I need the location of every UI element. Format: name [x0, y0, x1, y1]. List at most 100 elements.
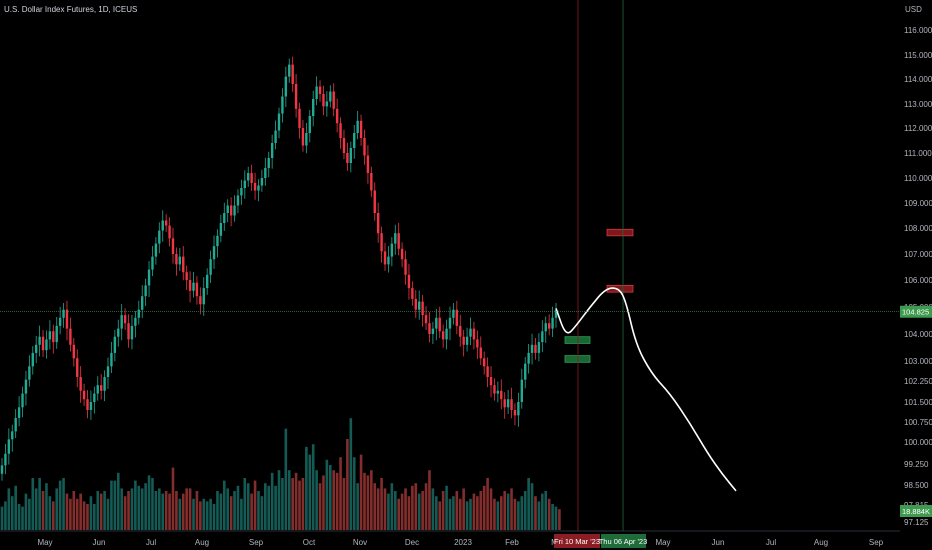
candle-body [264, 168, 267, 178]
price-tick-label: 114.000 [904, 75, 932, 84]
candle-body [335, 108, 339, 124]
candle-body [233, 205, 236, 216]
candle-body [547, 323, 551, 329]
candle-body [513, 410, 517, 416]
candle-body [318, 86, 322, 94]
date-marker-lines [577, 0, 624, 531]
candle-body [298, 108, 301, 128]
volume-bar [216, 491, 219, 530]
candle-body [192, 282, 195, 291]
volume-bar [387, 493, 390, 530]
time-tick-label: May [655, 538, 670, 547]
candle-body [390, 243, 394, 257]
volume-bar [45, 483, 48, 530]
price-tick-label: 101.500 [904, 398, 932, 407]
volume-bar [544, 491, 548, 530]
price-tick-label: 104.000 [904, 330, 932, 339]
volume-bar [482, 485, 486, 530]
candle-body [106, 366, 110, 377]
volume-bar [503, 491, 507, 530]
volume-bar [164, 491, 168, 530]
candle-body [154, 243, 158, 257]
candle-body [530, 344, 534, 353]
volume-bar [476, 496, 479, 530]
candle-body [428, 323, 431, 334]
volume-bar [270, 472, 274, 530]
volume-bar [513, 498, 517, 530]
candle-body [229, 205, 233, 216]
volume-bar [441, 491, 445, 530]
candle-body [308, 116, 311, 133]
candle-body [117, 328, 120, 337]
volume-bar [147, 475, 151, 530]
volume-bar [178, 498, 182, 530]
volume-bar [428, 470, 431, 530]
time-axis[interactable]: MayJunJulAugSepOctNovDec2023FebMarMayJun… [0, 530, 900, 548]
candle-body [45, 339, 48, 351]
volume-bar [4, 501, 7, 530]
candle-body [294, 84, 298, 109]
volume-bar [151, 478, 154, 530]
volume-bar [127, 491, 130, 530]
candle-body [55, 325, 58, 343]
volume-bar [14, 485, 17, 530]
candle-body [7, 439, 11, 454]
volume-bar [48, 496, 52, 530]
candle-body [89, 402, 93, 410]
volume-bar [376, 488, 380, 530]
candle-body [58, 317, 62, 326]
volume-bar [281, 478, 284, 530]
price-zones [564, 228, 634, 363]
candle-body [223, 213, 226, 223]
zone-resistance[interactable] [606, 228, 634, 237]
volume-bar [390, 483, 394, 530]
volume-bar [325, 459, 329, 530]
volume-bar [205, 501, 209, 530]
projection-path [555, 287, 737, 492]
candle-body [141, 296, 144, 310]
candle-body [31, 352, 34, 367]
time-tick-label: Dec [405, 538, 419, 547]
candle-body [520, 379, 524, 402]
candle-body [0, 465, 4, 474]
price-tick-label: 100.000 [904, 438, 932, 447]
price-tick-label: 112.000 [904, 124, 932, 133]
volume-bar [82, 501, 86, 530]
volume-bar [24, 493, 28, 530]
candle-body [144, 285, 147, 297]
volume-bar [291, 478, 294, 530]
price-axis[interactable]: USD 116.000 115.000 114.000 113.000 112.000 11… [900, 0, 932, 550]
candle-body [4, 453, 7, 466]
candle-body [421, 301, 424, 316]
volume-bar [202, 498, 206, 530]
candle-body [93, 393, 96, 402]
candle-body [500, 390, 503, 400]
volume-bar [393, 491, 397, 530]
volume-bar [431, 488, 435, 530]
candle-body [397, 233, 400, 249]
candle-body [489, 377, 493, 386]
volume-bar [486, 478, 489, 530]
candle-body [52, 331, 55, 343]
candle-body [247, 173, 250, 181]
candle-body [551, 317, 554, 329]
volume-bar [260, 496, 264, 530]
time-tick-label: Jul [146, 538, 156, 547]
zone-support[interactable] [564, 355, 591, 363]
candle-body [339, 123, 342, 138]
volume-bar [438, 501, 442, 530]
zone-support[interactable] [564, 336, 591, 344]
volume-bar [62, 478, 65, 530]
volume-bar [301, 478, 305, 530]
candle-body [387, 256, 390, 265]
candle-body [127, 323, 130, 340]
candle-body [260, 178, 264, 186]
candle-body [175, 254, 178, 265]
volume-bar [140, 488, 144, 530]
candle-body [182, 256, 185, 273]
candle-body [17, 407, 21, 418]
candle-body [11, 431, 14, 440]
volume-bar [17, 504, 21, 530]
time-tick-label: Aug [195, 538, 209, 547]
